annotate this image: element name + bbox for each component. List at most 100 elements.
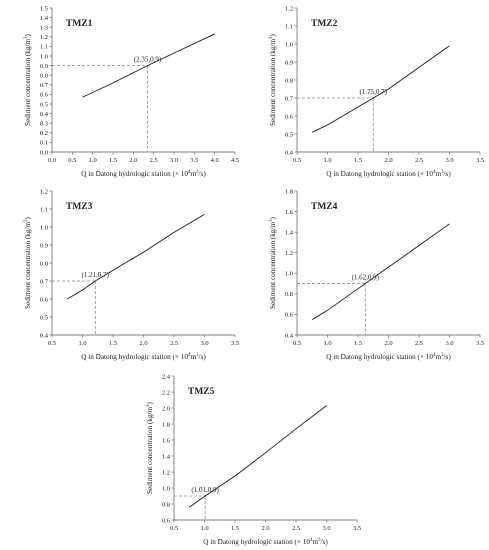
x-tick-label: 3.5 (476, 157, 484, 164)
y-tick-label: 1.4 (162, 453, 171, 460)
chart-panel-tmz2: 0.5 1.0 1.5 2.0 2.5 3.0 3.50.40.50.60.70.80.91… (269, 5, 484, 178)
panel-title: TMZ2 (311, 19, 338, 29)
y-axis-label: Sediment concentration (kg/m3) (269, 216, 277, 309)
x-axis-label: Q in Datong hydrologic station (× 104m3/… (326, 353, 451, 361)
x-tick-label: 2.0 (139, 340, 147, 347)
y-axis-label: Sediment concentration (kg/m3) (24, 33, 32, 126)
series-line (188, 405, 327, 508)
y-axis-label: Sediment concentration (kg/m3) (269, 33, 277, 126)
y-tick-label: 0.0 (40, 149, 48, 156)
series-line (312, 45, 450, 133)
y-tick-label: 1.2 (162, 469, 170, 476)
series-line (82, 33, 215, 98)
chart-panel-tmz3: 0.5 1.0 1.5 2.0 2.5 3.0 3.50.40.50.60.70.80.91… (24, 188, 239, 361)
chart-panel-tmz1: 0.0 0.5 1.0 1.5 2.0 2.5 3.0 3.5 4.0 4.5 0.0 0.1 0.2 0… (24, 5, 239, 178)
plot-area: 0.0 0.5 1.0 1.5 2.0 2.5 3.0 3.5 4.0 4.5 0.0 0.1 0.2 0… (40, 5, 239, 164)
panel-title: TMZ1 (66, 19, 93, 29)
panel-title: TMZ3 (66, 202, 93, 212)
y-tick-label: 0.5 (40, 101, 48, 108)
x-tick-label: 1.5 (109, 157, 117, 164)
y-tick-label: 2.0 (162, 405, 170, 412)
y-tick-label: 1.1 (285, 23, 293, 30)
x-tick-label: 1.0 (323, 340, 331, 347)
x-tick-label: 3.0 (170, 157, 178, 164)
x-tick-label: 2.5 (415, 340, 423, 347)
plot-area: 0.5 1.0 1.5 2.0 2.5 3.0 3.5 0.4 0.6 0.8 1.0 1.2 1.4 1… (285, 188, 484, 347)
x-tick-label: 0.0 (48, 157, 56, 164)
x-tick-label: 0.5 (293, 157, 301, 164)
y-tick-label: 2.4 (162, 373, 171, 380)
x-tick-label: 1.0 (323, 157, 331, 164)
x-tick-label: 0.5 (293, 340, 301, 347)
x-tick-label: 2.0 (261, 525, 269, 532)
x-tick-label: 0.5 (48, 340, 56, 347)
y-tick-label: 0.8 (40, 260, 48, 267)
marker-annotation: (2.35,0.9) (134, 56, 162, 64)
marker-annotation: (1.21,0.7) (82, 271, 110, 279)
y-tick-label: 1.1 (40, 206, 48, 213)
y-tick-label: 0.7 (40, 82, 49, 89)
x-tick-label: 2.5 (150, 157, 158, 164)
y-tick-label: 0.6 (285, 312, 294, 319)
y-tick-label: 1.5 (40, 5, 48, 12)
y-tick-label: 1.0 (40, 53, 48, 60)
y-tick-label: 0.4 (40, 332, 49, 339)
x-tick-label: 3.0 (200, 340, 208, 347)
panel-title: TMZ5 (188, 387, 215, 397)
y-tick-label: 0.4 (285, 149, 294, 156)
panel-title: TMZ4 (311, 202, 338, 212)
y-tick-label: 1.2 (285, 250, 293, 257)
x-tick-label: 1.5 (109, 340, 117, 347)
y-tick-label: 1.8 (285, 188, 293, 195)
x-tick-label: 4.5 (231, 157, 239, 164)
y-axis-label: Sediment concentration (kg/m3) (24, 216, 32, 309)
y-tick-label: 1.8 (162, 421, 170, 428)
y-tick-label: 0.8 (40, 73, 48, 80)
y-tick-label: 0.5 (40, 314, 48, 321)
chart-panel-tmz5: 0.5 1.0 1.5 2.0 2.5 3.0 3.5 0.6 0.8 1.0 1.2 1.4 1.6 1… (146, 373, 361, 546)
y-tick-label: 0.6 (40, 296, 49, 303)
y-tick-label: 2.2 (162, 389, 170, 396)
x-tick-label: 3.5 (476, 340, 484, 347)
marker-annotation: (1.62,0.9) (352, 274, 380, 282)
x-tick-label: 1.5 (354, 157, 362, 164)
plot-area: 0.5 1.0 1.5 2.0 2.5 3.0 3.50.40.50.60.70.80.91… (285, 5, 484, 164)
y-tick-label: 0.8 (285, 77, 293, 84)
x-axis-label: Q in Datong hydrologic station (× 104m3/… (81, 353, 206, 361)
y-tick-label: 0.9 (40, 242, 48, 249)
y-tick-label: 1.0 (40, 224, 48, 231)
x-tick-label: 3.5 (231, 340, 239, 347)
plot-area: 0.5 1.0 1.5 2.0 2.5 3.0 3.5 0.6 0.8 1.0 1.2 1.4 1.6 1… (162, 373, 361, 532)
y-tick-label: 1.2 (40, 188, 48, 195)
y-tick-label: 0.1 (40, 140, 48, 147)
x-tick-label: 1.5 (231, 525, 239, 532)
y-tick-label: 1.4 (40, 15, 49, 22)
plot-area: 0.5 1.0 1.5 2.0 2.5 3.0 3.50.40.50.60.70.80.91… (40, 188, 239, 347)
y-tick-label: 0.5 (285, 131, 293, 138)
x-axis-label: Q in Datong hydrologic station (× 104m3/… (326, 170, 451, 178)
x-tick-label: 2.0 (384, 157, 392, 164)
x-axis-label: Q in Datong hydrologic station (× 104m3/… (81, 170, 206, 178)
x-tick-label: 3.5 (190, 157, 198, 164)
y-tick-label: 0.2 (40, 130, 48, 137)
y-tick-label: 1.3 (40, 25, 48, 32)
series-line (312, 223, 450, 320)
series-line (67, 214, 205, 300)
x-tick-label: 3.0 (445, 340, 453, 347)
x-tick-label: 0.5 (170, 525, 178, 532)
y-tick-label: 0.7 (285, 95, 294, 102)
x-tick-label: 2.5 (170, 340, 178, 347)
y-tick-label: 0.6 (285, 113, 294, 120)
y-tick-label: 1.2 (40, 34, 48, 41)
marker-annotation: (1.01,0.9) (191, 486, 219, 494)
x-tick-label: 2.5 (415, 157, 423, 164)
y-tick-label: 1.6 (162, 437, 171, 444)
y-tick-label: 0.9 (285, 59, 293, 66)
y-tick-label: 0.9 (40, 63, 48, 70)
x-tick-label: 2.5 (292, 525, 300, 532)
chart-panel-tmz4: 0.5 1.0 1.5 2.0 2.5 3.0 3.5 0.4 0.6 0.8 1.0 1.2 1.4 1… (269, 188, 484, 361)
x-tick-label: 3.5 (353, 525, 361, 532)
x-tick-label: 4.0 (211, 157, 219, 164)
x-tick-label: 2.0 (129, 157, 137, 164)
x-tick-label: 1.0 (200, 525, 208, 532)
